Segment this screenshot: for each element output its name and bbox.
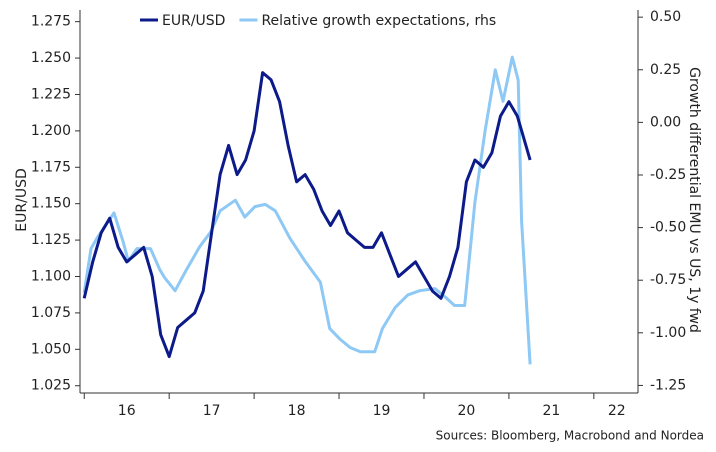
- y2-tick-label: -1.00: [650, 325, 686, 341]
- y-tick-label: 1.175: [31, 159, 71, 175]
- x-tick-label: 17: [203, 403, 221, 419]
- y-tick-label: 1.125: [31, 232, 71, 248]
- source-note: Sources: Bloomberg, Macrobond and Nordea: [436, 429, 704, 443]
- legend-label: EUR/USD: [162, 13, 225, 29]
- y-tick-label: 1.275: [31, 14, 71, 30]
- y2-tick-label: 0.00: [650, 114, 681, 130]
- y2-tick-label: -0.75: [650, 272, 686, 288]
- y2-axis-label: Growth differential EMU vs US, 1y fwd: [686, 67, 702, 333]
- x-tick-label: 22: [608, 403, 626, 419]
- y-tick-label: 1.200: [31, 123, 71, 139]
- x-tick-label: 20: [458, 403, 476, 419]
- x-tick-label: 19: [373, 403, 391, 419]
- y-tick-label: 1.050: [31, 341, 71, 357]
- legend-label: Relative growth expectations, rhs: [261, 13, 496, 29]
- x-tick-label: 16: [118, 403, 136, 419]
- y2-tick-label: -0.50: [650, 220, 686, 236]
- y2-tick-label: -1.25: [650, 377, 686, 393]
- y2-tick-label: 0.50: [650, 9, 681, 25]
- y-axis-label: EUR/USD: [14, 168, 30, 231]
- y-tick-label: 1.150: [31, 196, 71, 212]
- y-tick-label: 1.100: [31, 268, 71, 284]
- x-tick-label: 18: [288, 403, 306, 419]
- y2-tick-label: 0.25: [650, 62, 681, 78]
- x-tick-label: 21: [542, 403, 560, 419]
- y2-tick-label: -0.25: [650, 167, 686, 183]
- series-line: [82, 71, 532, 359]
- y-tick-label: 1.075: [31, 305, 71, 321]
- y-tick-label: 1.250: [31, 50, 71, 66]
- y-tick-label: 1.225: [31, 86, 71, 102]
- y-tick-label: 1.025: [31, 378, 71, 394]
